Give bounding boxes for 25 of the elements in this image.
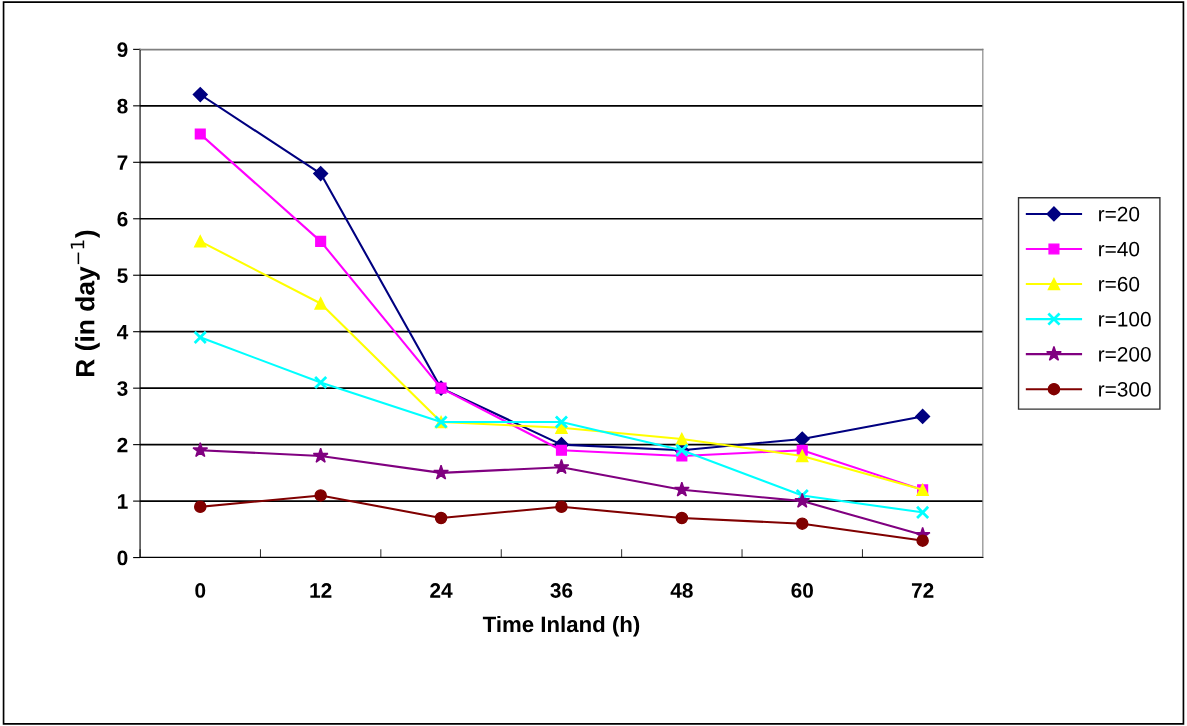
x-tick-label: 24 (430, 583, 453, 598)
x-tick-label: 48 (670, 583, 693, 598)
y-tick-label: 2 (117, 437, 128, 453)
y-tick-label: 8 (117, 98, 128, 114)
legend-label: r=100 (1099, 311, 1151, 327)
y-tick-label: 9 (117, 42, 128, 58)
legend-label: r=20 (1099, 206, 1140, 222)
legend-label: r=40 (1099, 241, 1140, 257)
y-tick-label: 5 (117, 268, 128, 283)
legend-label: r=60 (1099, 276, 1140, 292)
x-tick-label: 60 (791, 583, 813, 598)
x-tick-label: 36 (550, 583, 573, 598)
y-tick-label: 0 (117, 550, 128, 566)
y-axis-title: R (in day$^{−1}$) (70, 230, 100, 376)
legend-label: r=200 (1099, 346, 1151, 362)
x-tick-label: 72 (911, 583, 934, 598)
x-tick-label: 12 (310, 583, 332, 598)
y-tick-label: 1 (117, 494, 128, 509)
legend-label: r=300 (1099, 381, 1151, 397)
y-tick-label: 4 (116, 324, 129, 340)
x-axis-title: Time Inland (h) (482, 615, 640, 637)
x-tick-label: 0 (195, 583, 206, 598)
y-tick-label: 7 (117, 155, 128, 170)
y-tick-label: 3 (117, 381, 128, 396)
y-tick-label: 6 (117, 211, 128, 227)
